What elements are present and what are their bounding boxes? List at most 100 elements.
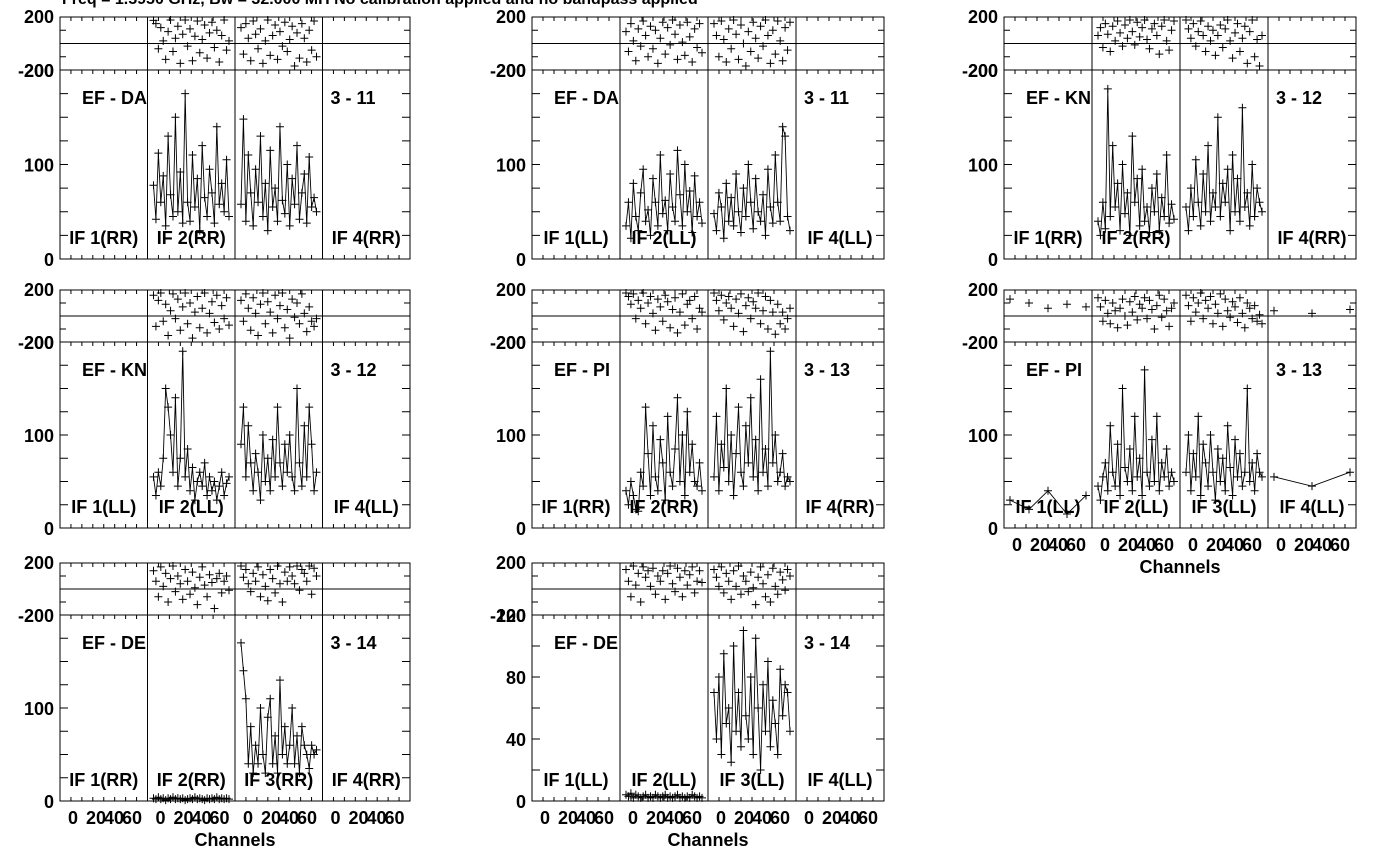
x-tick-label: 40 (104, 808, 124, 828)
pair-label: 3 - 11 (804, 88, 849, 108)
amplitude-point (629, 179, 638, 188)
amplitude-point (307, 440, 316, 449)
phase-point (205, 570, 214, 579)
phase-point (1160, 295, 1169, 304)
pair-label: 3 - 13 (1276, 360, 1322, 380)
amplitude-point (698, 219, 706, 228)
phase-point (1118, 295, 1127, 304)
phase-point (776, 568, 785, 577)
amplitude-point (237, 200, 245, 209)
amplitude-point (634, 226, 643, 235)
amplitude-point (729, 491, 738, 500)
phase-point (273, 55, 282, 64)
amplitude-point (626, 789, 635, 798)
phase-point (783, 565, 792, 574)
amplitude-point (220, 207, 229, 216)
if-label: IF 2(LL) (632, 228, 697, 248)
phase-point (786, 18, 794, 27)
amplitude-point (1096, 496, 1105, 505)
phase-point (168, 562, 177, 570)
phase-point (164, 27, 173, 36)
if-series (149, 562, 233, 805)
phase-point (212, 574, 221, 583)
amplitude-point (200, 193, 209, 202)
phase-point (751, 600, 760, 609)
amplitude-point (237, 638, 245, 647)
phase-point (278, 598, 287, 606)
phase-point (756, 22, 765, 31)
amplitude-point (1204, 141, 1213, 150)
if-label: IF 2(RR) (630, 497, 699, 517)
x-tick-label: 0 (68, 808, 78, 828)
phase-point (166, 16, 175, 24)
amplitude-point (759, 468, 768, 477)
amplitude-point (746, 198, 755, 207)
amplitude-point (154, 468, 163, 477)
amplitude-point (766, 742, 775, 751)
amplitude-point (275, 458, 284, 467)
amplitude-point (181, 89, 190, 98)
phase-point (188, 568, 197, 577)
x-tick-label: 40 (840, 808, 860, 828)
amplitude-point (258, 431, 267, 439)
phase-point (651, 326, 660, 335)
phase-point (1167, 304, 1176, 313)
phase-point (1206, 292, 1215, 301)
amplitude-point (739, 482, 748, 491)
amplitude-point (225, 795, 233, 804)
amplitude-point (656, 151, 665, 160)
phase-point (651, 590, 660, 599)
x-tick-label: 20 (261, 808, 281, 828)
phase-point (164, 598, 173, 606)
amplitude-point (1170, 215, 1178, 224)
amplitude-point (1108, 141, 1117, 150)
amplitude-point (786, 477, 794, 486)
phase-point (156, 23, 165, 32)
phase-point (225, 586, 233, 595)
phase-point (288, 295, 297, 304)
phase-tick-label: -200 (18, 606, 54, 626)
phase-point (161, 300, 170, 309)
amplitude-point (159, 171, 168, 180)
phase-point (688, 314, 697, 323)
phase-point (673, 564, 682, 573)
phase-point (159, 36, 168, 45)
phase-point (241, 289, 250, 298)
amplitude-point (1196, 491, 1205, 500)
amplitude-point (283, 759, 292, 768)
amplitude-point (300, 169, 309, 178)
phase-point (1101, 296, 1110, 305)
amplitude-point (653, 486, 662, 495)
amplitude-point (693, 482, 702, 491)
amplitude-point (161, 221, 170, 230)
amplitude-point (1103, 84, 1112, 93)
amplitude-point (712, 735, 721, 743)
amplitude-point (1123, 188, 1132, 197)
amplitude-point (1138, 165, 1147, 174)
phase-point (164, 331, 173, 340)
amplitude-point (729, 221, 738, 230)
amplitude-point (671, 217, 680, 226)
amplitude-point (1006, 496, 1014, 505)
x-tick-label: 40 (279, 808, 299, 828)
phase-point (783, 46, 792, 55)
amplitude-point (1167, 200, 1176, 209)
amplitude-point (251, 165, 260, 174)
amplitude-point (678, 221, 687, 230)
phase-point (739, 572, 748, 580)
x-tick-label: 60 (1330, 535, 1350, 555)
amplitude-point (744, 458, 753, 467)
phase-point (178, 595, 187, 604)
phase-point (671, 293, 680, 302)
phase-point (1204, 304, 1213, 313)
amplitude-point (636, 188, 645, 197)
amplitude-point (1206, 431, 1215, 439)
amplitude-point (685, 186, 694, 195)
amplitude-tick-label: 0 (44, 250, 54, 270)
amplitude-point (761, 727, 770, 736)
amplitude-point (1063, 510, 1071, 519)
amplitude-point (663, 226, 672, 235)
amplitude-point (729, 642, 738, 650)
